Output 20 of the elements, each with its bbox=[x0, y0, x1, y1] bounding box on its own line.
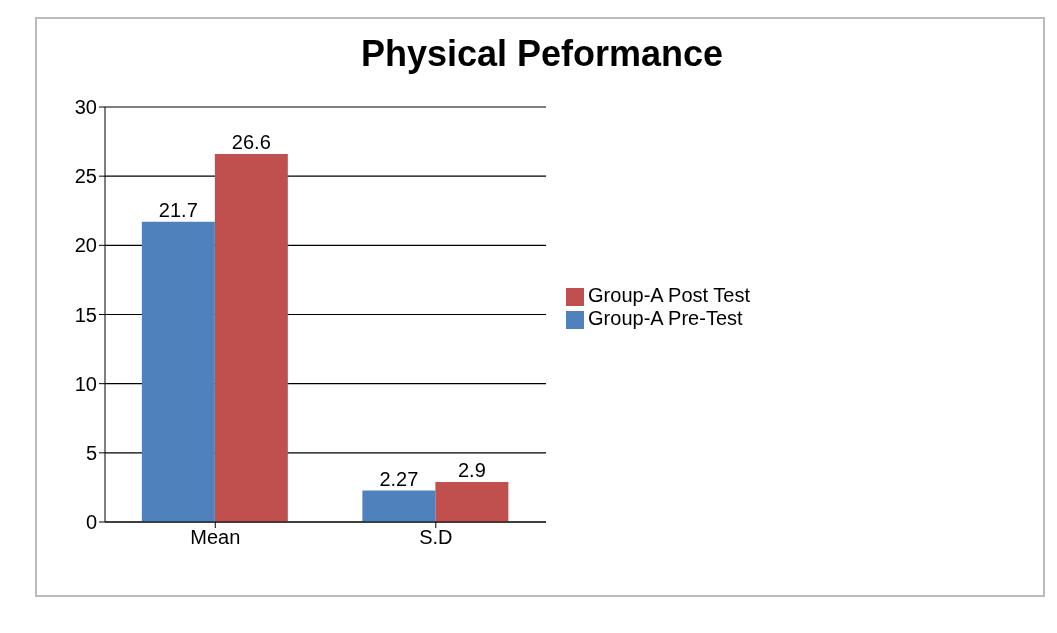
x-tick-label: Mean bbox=[190, 526, 241, 549]
y-tick-label: 10 bbox=[74, 372, 97, 395]
bar bbox=[362, 490, 436, 522]
legend-label: Group-A Post Test bbox=[588, 284, 750, 306]
data-label: 2.9 bbox=[457, 458, 486, 481]
data-label: 2.27 bbox=[379, 467, 419, 490]
y-tick-label: 20 bbox=[74, 234, 97, 257]
x-tick-label: S.D bbox=[419, 526, 453, 549]
y-tick-label: 5 bbox=[85, 441, 97, 464]
legend-label: Group-A Pre-Test bbox=[588, 307, 743, 329]
bar bbox=[214, 154, 288, 522]
bar bbox=[141, 221, 215, 522]
y-tick-label: 0 bbox=[85, 511, 97, 534]
y-tick-label: 25 bbox=[74, 165, 97, 188]
chart-title: Physical Peformance bbox=[359, 33, 725, 75]
y-tick-label: 15 bbox=[74, 303, 97, 326]
data-label: 26.6 bbox=[231, 131, 271, 154]
data-label: 21.7 bbox=[158, 198, 198, 221]
y-tick-label: 30 bbox=[74, 96, 97, 119]
bar bbox=[435, 481, 509, 522]
